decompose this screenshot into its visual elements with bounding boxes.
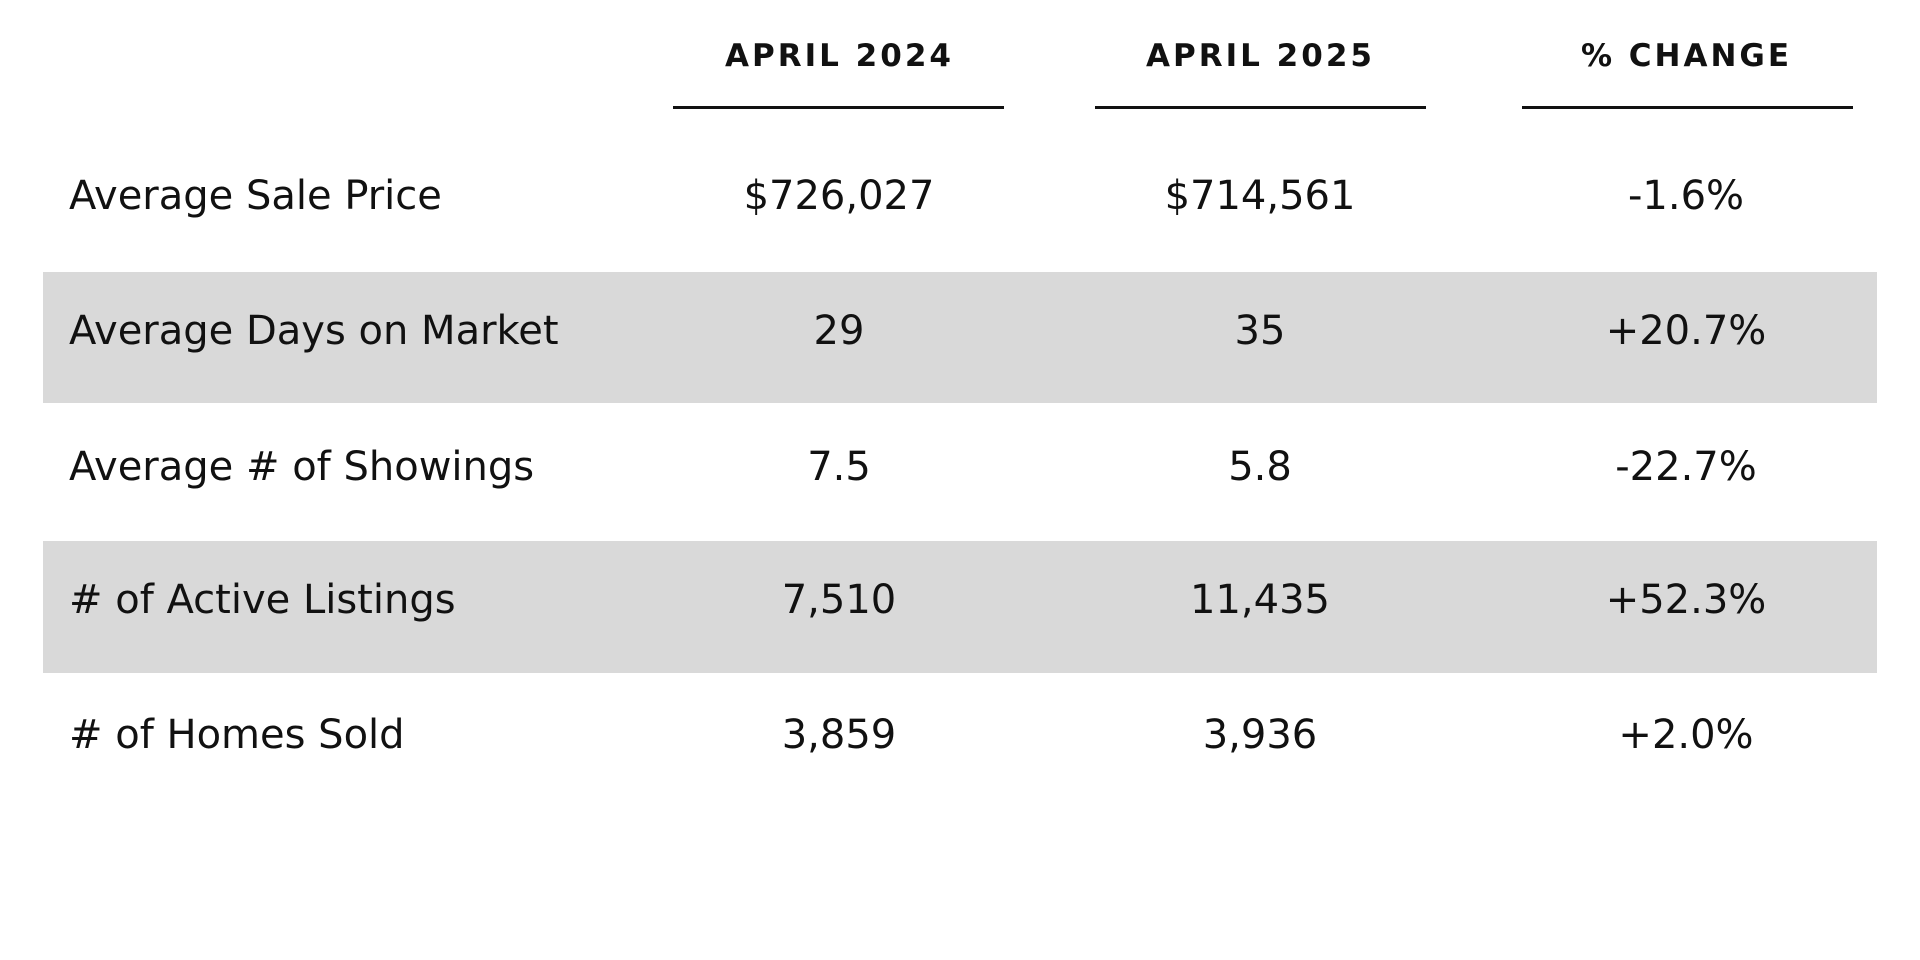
row-label: # of Homes Sold <box>69 712 405 758</box>
header-underline <box>1095 106 1426 109</box>
row-band <box>43 541 1877 673</box>
cell-value: $726,027 <box>743 173 935 219</box>
cell-value: 7,510 <box>781 577 897 623</box>
column-header: APRIL 2024 <box>725 38 954 74</box>
cell-value: 11,435 <box>1190 577 1330 623</box>
cell-value: +20.7% <box>1605 308 1767 354</box>
row-band <box>43 272 1877 403</box>
cell-value: 3,859 <box>781 712 897 758</box>
row-label: Average # of Showings <box>69 444 535 490</box>
cell-value: 35 <box>1234 308 1286 354</box>
row-label: Average Sale Price <box>69 173 442 219</box>
cell-value: 5.8 <box>1228 444 1292 490</box>
row-label: # of Active Listings <box>69 577 456 623</box>
column-header: % CHANGE <box>1580 38 1793 74</box>
cell-value: -22.7% <box>1615 444 1757 490</box>
cell-value: +2.0% <box>1618 712 1754 758</box>
header-underline <box>673 106 1004 109</box>
row-label: Average Days on Market <box>69 308 559 354</box>
cell-value: 3,936 <box>1202 712 1318 758</box>
cell-value: 7.5 <box>807 444 871 490</box>
cell-value: +52.3% <box>1605 577 1767 623</box>
header-underline <box>1522 106 1853 109</box>
cell-value: -1.6% <box>1627 173 1745 219</box>
column-header: APRIL 2025 <box>1146 38 1375 74</box>
cell-value: $714,561 <box>1164 173 1356 219</box>
cell-value: 29 <box>813 308 865 354</box>
